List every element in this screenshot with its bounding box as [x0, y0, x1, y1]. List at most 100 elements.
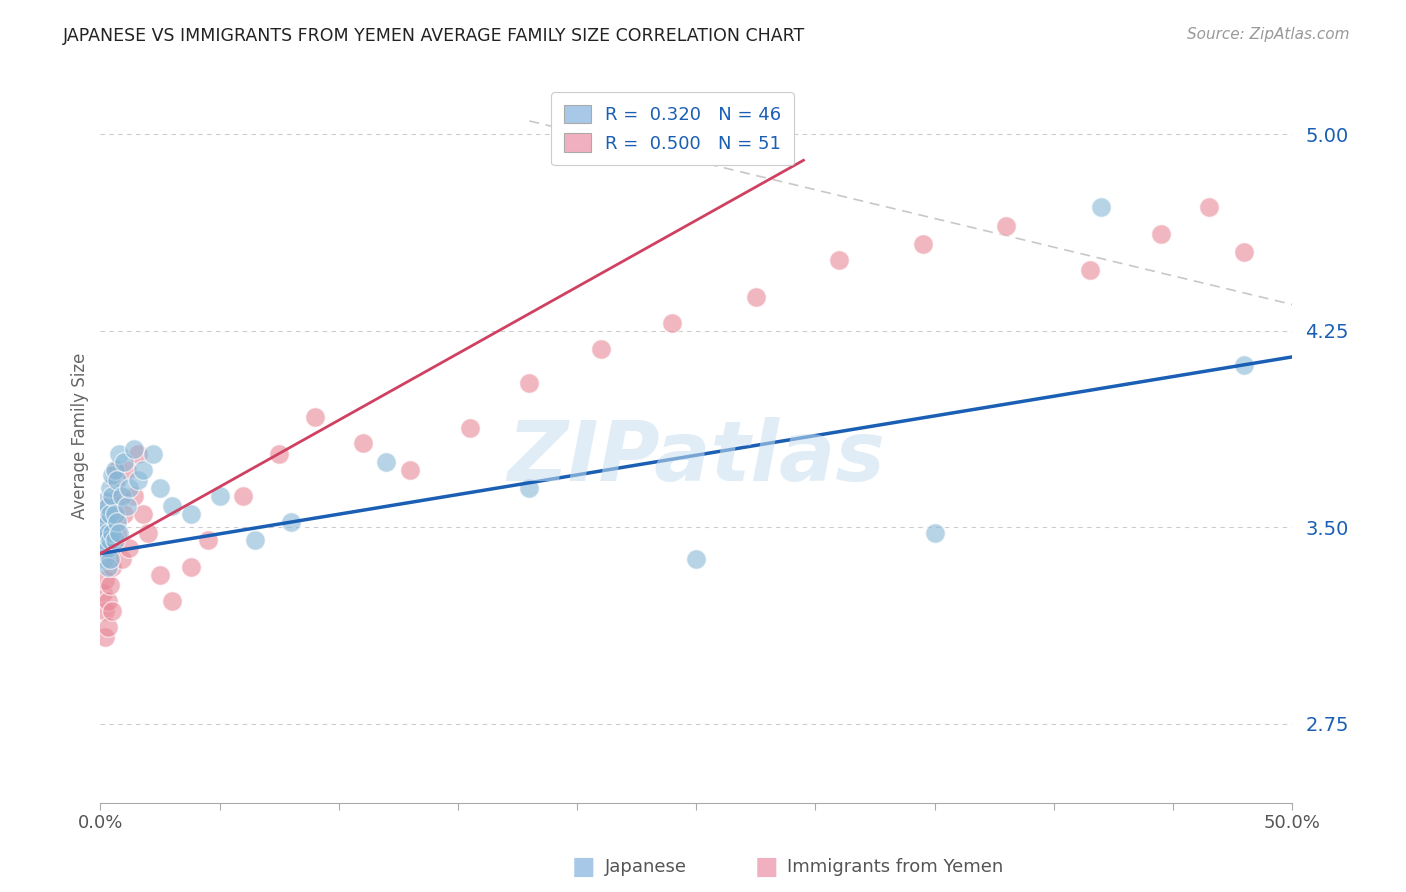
Point	[105, 463, 128, 477]
Point	[94, 551, 117, 566]
Point	[180, 559, 202, 574]
Point	[91, 541, 114, 556]
Point	[661, 316, 683, 330]
Point	[91, 520, 114, 534]
Point	[96, 507, 118, 521]
Point	[685, 551, 707, 566]
Point	[160, 593, 183, 607]
Point	[745, 290, 768, 304]
Point	[1198, 201, 1220, 215]
Point	[197, 533, 219, 548]
Text: ■: ■	[572, 855, 595, 879]
Point	[104, 533, 127, 548]
Point	[458, 420, 481, 434]
Point	[94, 494, 117, 508]
Point	[98, 507, 121, 521]
Point	[96, 559, 118, 574]
Point	[94, 533, 117, 548]
Legend: R =  0.320   N = 46, R =  0.500   N = 51: R = 0.320 N = 46, R = 0.500 N = 51	[551, 92, 794, 165]
Point	[108, 525, 131, 540]
Point	[94, 604, 117, 618]
Point	[101, 525, 124, 540]
Point	[280, 515, 302, 529]
Point	[111, 551, 134, 566]
Y-axis label: Average Family Size: Average Family Size	[72, 352, 89, 519]
Point	[96, 525, 118, 540]
Point	[132, 507, 155, 521]
Point	[105, 525, 128, 540]
Point	[94, 631, 117, 645]
Point	[269, 447, 291, 461]
Point	[101, 515, 124, 529]
Point	[111, 489, 134, 503]
Text: Immigrants from Yemen: Immigrants from Yemen	[787, 858, 1004, 876]
Point	[108, 447, 131, 461]
Text: Source: ZipAtlas.com: Source: ZipAtlas.com	[1187, 27, 1350, 42]
Point	[995, 219, 1018, 233]
Point	[98, 481, 121, 495]
Point	[98, 533, 121, 548]
Point	[180, 507, 202, 521]
Point	[91, 586, 114, 600]
Text: Japanese: Japanese	[605, 858, 686, 876]
Point	[127, 447, 149, 461]
Point	[160, 500, 183, 514]
Point	[115, 500, 138, 514]
Point	[118, 481, 141, 495]
Point	[98, 541, 121, 556]
Point	[98, 578, 121, 592]
Point	[96, 593, 118, 607]
Point	[142, 447, 165, 461]
Point	[519, 376, 541, 391]
Point	[132, 463, 155, 477]
Point	[96, 551, 118, 566]
Point	[101, 467, 124, 482]
Point	[245, 533, 267, 548]
Point	[1233, 245, 1256, 260]
Point	[399, 463, 422, 477]
Point	[94, 573, 117, 587]
Point	[122, 442, 145, 456]
Point	[91, 525, 114, 540]
Point	[149, 481, 172, 495]
Point	[104, 463, 127, 477]
Point	[101, 604, 124, 618]
Point	[589, 342, 612, 356]
Point	[519, 481, 541, 495]
Point	[136, 525, 159, 540]
Point	[94, 507, 117, 521]
Point	[98, 551, 121, 566]
Point	[375, 455, 398, 469]
Point	[1233, 358, 1256, 372]
Point	[208, 489, 231, 503]
Point	[104, 507, 127, 521]
Point	[112, 507, 135, 521]
Text: ■: ■	[755, 855, 778, 879]
Point	[1078, 263, 1101, 277]
Point	[232, 489, 254, 503]
Point	[91, 541, 114, 556]
Point	[96, 620, 118, 634]
Point	[91, 520, 114, 534]
Point	[94, 533, 117, 548]
Point	[304, 410, 326, 425]
Point	[104, 473, 127, 487]
Point	[1150, 227, 1173, 241]
Point	[96, 541, 118, 556]
Point	[101, 559, 124, 574]
Point	[115, 463, 138, 477]
Point	[911, 237, 934, 252]
Point	[149, 567, 172, 582]
Point	[352, 436, 374, 450]
Point	[127, 473, 149, 487]
Text: JAPANESE VS IMMIGRANTS FROM YEMEN AVERAGE FAMILY SIZE CORRELATION CHART: JAPANESE VS IMMIGRANTS FROM YEMEN AVERAG…	[63, 27, 806, 45]
Point	[1090, 201, 1112, 215]
Point	[122, 489, 145, 503]
Point	[105, 515, 128, 529]
Point	[105, 473, 128, 487]
Point	[924, 525, 946, 540]
Point	[98, 494, 121, 508]
Point	[112, 455, 135, 469]
Point	[108, 489, 131, 503]
Point	[96, 500, 118, 514]
